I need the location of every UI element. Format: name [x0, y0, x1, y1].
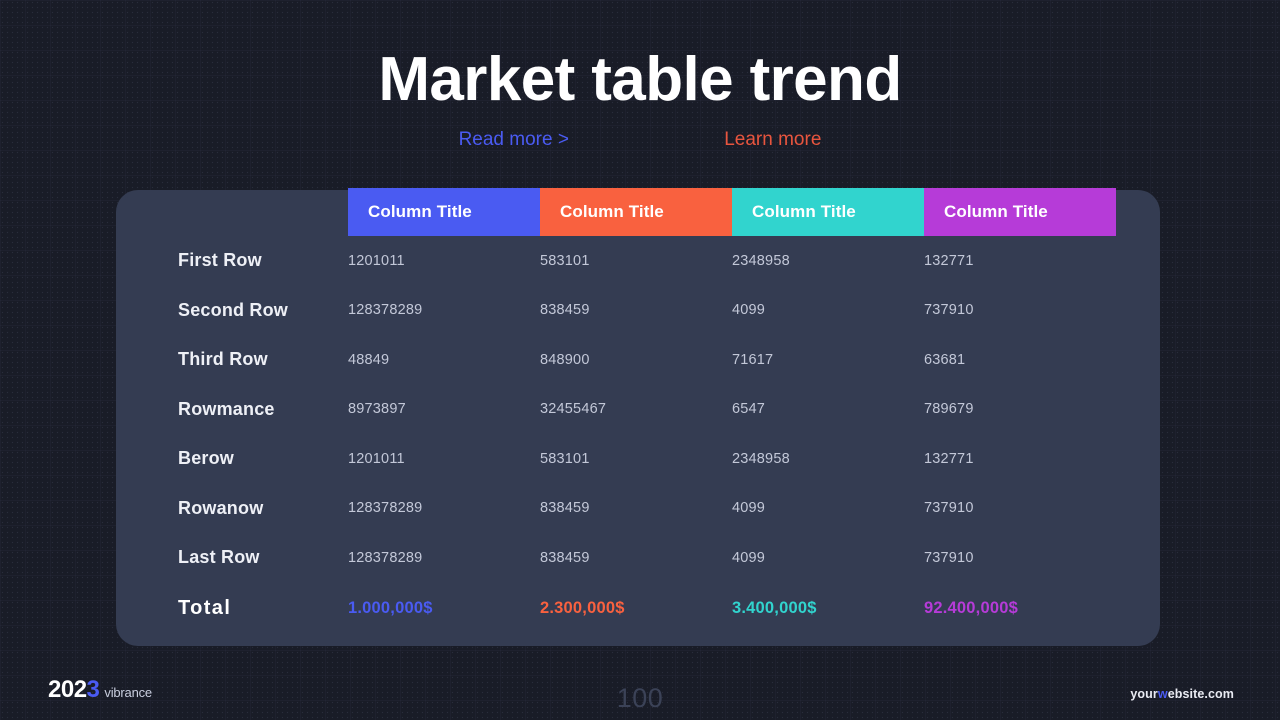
- website-accent: w: [1157, 687, 1168, 701]
- website-post: ebsite.com: [1167, 687, 1234, 701]
- table-row[interactable]: Rowmance 8973897 32455467 6547 789679: [116, 385, 1160, 435]
- table-body: First Row 1201011 583101 2348958 132771 …: [116, 236, 1160, 635]
- row-label: Third Row: [178, 349, 268, 370]
- website-pre: your: [1130, 687, 1158, 701]
- table-row[interactable]: Berow 1201011 583101 2348958 132771: [116, 434, 1160, 484]
- table-cell: 838459: [540, 500, 590, 517]
- table-cell: 128378289: [348, 500, 423, 517]
- total-cell: 2.300,000$: [540, 599, 625, 617]
- read-more-link[interactable]: Read more >: [458, 129, 569, 150]
- table-cell: 737910: [924, 302, 974, 319]
- learn-more-link[interactable]: Learn more: [724, 129, 822, 150]
- table-cell: 838459: [540, 549, 590, 566]
- table-cell: 737910: [924, 500, 974, 517]
- table-cell: 1201011: [348, 252, 405, 269]
- table-cell: 2348958: [732, 252, 790, 269]
- header-links-row: Read more > Learn more: [0, 128, 1280, 152]
- table-row[interactable]: Second Row 128378289 838459 4099 737910: [116, 286, 1160, 336]
- table-row[interactable]: First Row 1201011 583101 2348958 132771: [116, 236, 1160, 286]
- footer-website[interactable]: yourwebsite.com: [1130, 687, 1234, 701]
- table-cell: 789679: [924, 401, 974, 418]
- total-cell: 1.000,000$: [348, 599, 433, 617]
- row-label: Rowanow: [178, 497, 264, 518]
- table-cell: 838459: [540, 302, 590, 319]
- table-cell: 48849: [348, 351, 390, 368]
- row-label: Rowmance: [178, 398, 275, 419]
- table-cell: 737910: [924, 549, 974, 566]
- table-card: [116, 190, 1160, 646]
- row-label: Second Row: [178, 299, 289, 320]
- column-header-4[interactable]: Column Title: [924, 188, 1116, 236]
- table-cell: 128378289: [348, 302, 423, 319]
- row-label: Last Row: [178, 547, 260, 568]
- column-header-4-label: Column Title: [944, 202, 1048, 221]
- logo-year: 202: [48, 676, 87, 703]
- page-number: 100: [616, 683, 664, 713]
- logo-year-accent: 3: [86, 676, 100, 703]
- table-column-headers: Column Title Column Title Column Title C…: [348, 188, 1116, 236]
- column-header-3-label: Column Title: [752, 202, 856, 221]
- table-cell: 1201011: [348, 450, 405, 467]
- column-header-1[interactable]: Column Title: [348, 188, 540, 236]
- table-cell: 4099: [732, 302, 766, 319]
- total-label: Total: [178, 597, 232, 619]
- table-cell: 583101: [540, 252, 590, 269]
- row-label: Berow: [178, 448, 235, 469]
- table-row[interactable]: Rowanow 128378289 838459 4099 737910: [116, 484, 1160, 534]
- table-cell: 32455467: [540, 401, 607, 418]
- table-cell: 128378289: [348, 549, 423, 566]
- table-cell: 132771: [924, 450, 974, 467]
- table-cell: 6547: [732, 401, 766, 418]
- column-header-1-label: Column Title: [368, 202, 472, 221]
- column-header-3[interactable]: Column Title: [732, 188, 924, 236]
- page-title: Market table trend: [378, 45, 902, 114]
- row-label: First Row: [178, 250, 262, 271]
- table-cell: 8973897: [348, 401, 406, 418]
- table-row[interactable]: Third Row 48849 848900 71617 63681: [116, 335, 1160, 385]
- table-cell: 848900: [540, 351, 590, 368]
- table-cell: 71617: [732, 351, 774, 368]
- table-cell: 583101: [540, 450, 590, 467]
- column-header-2[interactable]: Column Title: [540, 188, 732, 236]
- table-cell: 4099: [732, 500, 766, 517]
- table-cell: 4099: [732, 549, 766, 566]
- column-header-2-label: Column Title: [560, 202, 664, 221]
- total-cell: 3.400,000$: [732, 599, 817, 617]
- footer-logo: 202 3 vibrance: [48, 676, 152, 704]
- table-cell: 2348958: [732, 450, 790, 467]
- logo-brand: vibrance: [104, 685, 152, 700]
- table-total-row: Total 1.000,000$ 2.300,000$ 3.400,000$ 9…: [116, 583, 1160, 635]
- total-cell: 92.400,000$: [924, 599, 1018, 617]
- table-cell: 132771: [924, 252, 974, 269]
- table-cell: 63681: [924, 351, 966, 368]
- table-row[interactable]: Last Row 128378289 838459 4099 737910: [116, 533, 1160, 583]
